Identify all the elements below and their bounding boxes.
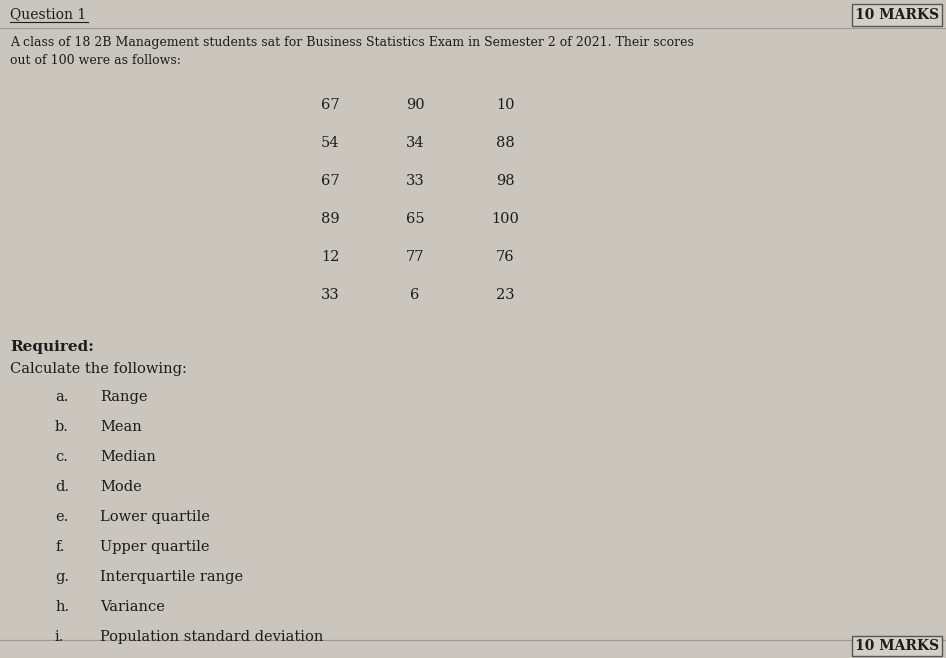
Text: Upper quartile: Upper quartile [100,540,209,554]
Text: 34: 34 [406,136,425,150]
Text: 23: 23 [496,288,515,302]
Text: c.: c. [55,450,68,464]
Text: 88: 88 [496,136,515,150]
Text: 33: 33 [321,288,340,302]
Text: 10: 10 [496,98,515,112]
Text: 65: 65 [406,212,425,226]
Text: f.: f. [55,540,64,554]
Text: A class of 18 2B Management students sat for Business Statistics Exam in Semeste: A class of 18 2B Management students sat… [10,36,693,68]
Text: 10 MARKS: 10 MARKS [855,8,939,22]
Text: 67: 67 [321,98,340,112]
Text: Range: Range [100,390,148,404]
Text: 12: 12 [321,250,340,264]
Text: h.: h. [55,600,69,614]
Text: 76: 76 [496,250,515,264]
Text: 33: 33 [406,174,425,188]
Text: 98: 98 [496,174,515,188]
Text: Variance: Variance [100,600,165,614]
Text: Question 1: Question 1 [10,7,86,21]
Text: 54: 54 [321,136,340,150]
Text: Population standard deviation: Population standard deviation [100,630,324,644]
Text: b.: b. [55,420,69,434]
Text: a.: a. [55,390,68,404]
Text: 100: 100 [491,212,519,226]
Text: Lower quartile: Lower quartile [100,510,210,524]
Text: i.: i. [55,630,64,644]
Text: g.: g. [55,570,69,584]
Text: d.: d. [55,480,69,494]
Text: e.: e. [55,510,68,524]
Text: Calculate the following:: Calculate the following: [10,362,187,376]
Bar [852,4,942,26]
Text: Median: Median [100,450,156,464]
Text: Mode: Mode [100,480,142,494]
Text: 6: 6 [411,288,420,302]
Text: Interquartile range: Interquartile range [100,570,243,584]
Text: Required:: Required: [10,340,94,354]
Bar [852,636,942,656]
Text: 10 MARKS: 10 MARKS [855,639,939,653]
Text: 90: 90 [406,98,425,112]
Text: 89: 89 [321,212,340,226]
Text: Mean: Mean [100,420,142,434]
Text: 77: 77 [406,250,424,264]
Text: 67: 67 [321,174,340,188]
